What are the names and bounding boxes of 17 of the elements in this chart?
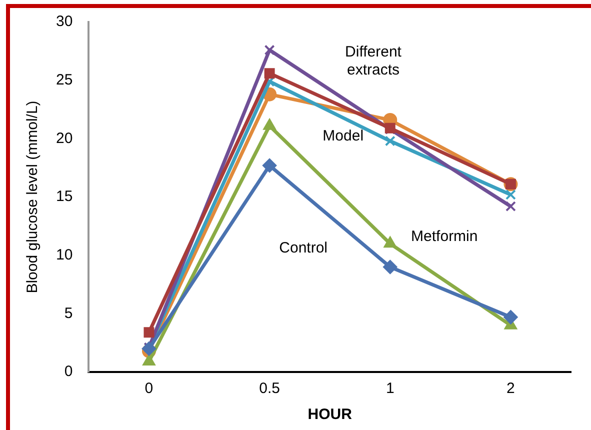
x-tick-label: 1 [386, 380, 394, 398]
y-tick-label: 10 [56, 246, 73, 264]
x-axis-title: HOUR [308, 406, 352, 424]
x-tick-label: 0.5 [259, 380, 280, 398]
y-tick-label: 30 [56, 13, 73, 30]
y-tick-label: 20 [56, 130, 73, 147]
series-label: Model [322, 127, 364, 144]
y-tick-label: 5 [64, 304, 73, 322]
series-label: Control [279, 239, 328, 256]
x-tick-label: 2 [506, 380, 515, 398]
y-tick-label: 0 [64, 363, 73, 380]
y-tick-label: 25 [56, 71, 73, 88]
annotation: Different extracts [345, 43, 402, 78]
series-label: Metformin [411, 228, 478, 245]
x-tick-label: 0 [144, 380, 154, 398]
y-axis-title: Blood glucose level (mmol/L) [24, 100, 42, 294]
y-tick-label: 15 [56, 188, 73, 206]
